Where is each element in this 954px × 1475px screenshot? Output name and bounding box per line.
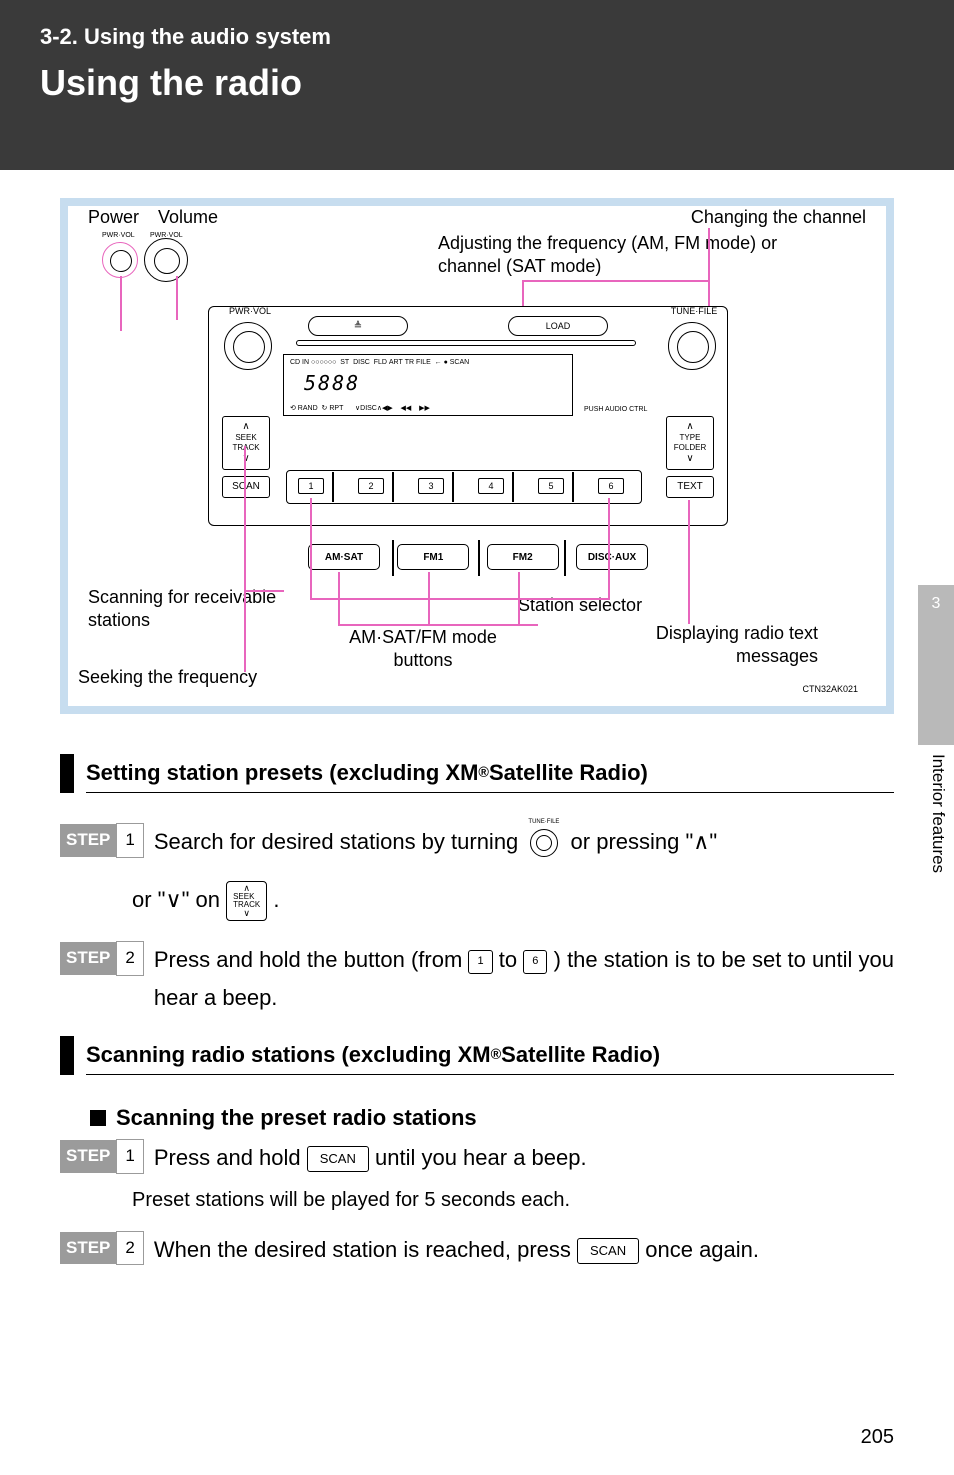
eject-button: ≜ [308, 316, 408, 336]
scan-step-2-tag: STEP2 [60, 1231, 144, 1266]
callout-line [310, 598, 610, 600]
pwr-vol-knob [224, 322, 272, 370]
chapter-side-tab: 3 [918, 585, 954, 745]
main-content: Power Volume Changing the channel Adjust… [0, 170, 954, 1268]
scan-step-2: STEP2 When the desired station is reache… [60, 1231, 894, 1268]
type-folder-button: ∧ TYPE FOLDER ∨ [666, 416, 714, 470]
disc-slot [296, 340, 636, 346]
push-audio-label: PUSH AUDIO CTRL [584, 406, 647, 413]
seek-track-button: ∧ SEEK TRACK ∨ [222, 416, 270, 470]
chapter-side-text: Interior features [928, 754, 948, 873]
tune-knob-icon: TUNE·FILE [524, 825, 564, 861]
tune-file-knob [668, 322, 716, 370]
btn-1-icon: 1 [468, 950, 492, 974]
mode-disc-aux: DISC·AUX [576, 544, 648, 570]
callout-line [310, 498, 312, 598]
pwr-vol-label: PWR·VOL [220, 306, 280, 316]
callout-line [120, 276, 122, 331]
label-am-sat-fm: AM·SAT/FM mode buttons [348, 626, 498, 673]
scan-step-1: STEP1 Press and hold SCAN until you hear… [60, 1139, 894, 1176]
callout-line [176, 276, 178, 320]
callout-line [688, 500, 690, 624]
scan-step-1-note: Preset stations will be played for 5 sec… [60, 1183, 894, 1217]
mode-fm2: FM2 [487, 544, 559, 570]
mini-pwr-label-1: PWR·VOL [102, 232, 135, 239]
callout-line [244, 446, 246, 672]
chapter-number: 3 [932, 595, 941, 613]
callout-line [338, 624, 538, 626]
scan-button-icon: SCAN [577, 1238, 639, 1264]
tune-file-label: TUNE·FILE [664, 306, 724, 316]
square-bullet-icon [90, 1110, 106, 1126]
step-1-tag: STEP1 [60, 823, 144, 858]
preset-step-1: STEP1 Search for desired stations by tur… [60, 823, 894, 861]
num-row-frame [286, 470, 642, 504]
radio-display: CD IN ○○○○○○ ST DISC FLD ART TR FILE ← ●… [283, 354, 573, 416]
sep [392, 540, 394, 576]
label-changing-channel: Changing the channel [691, 206, 866, 229]
callout-line [522, 280, 710, 282]
btn-6-icon: 6 [523, 950, 547, 974]
mini-power-knob [102, 242, 138, 278]
callout-line [244, 590, 284, 592]
step-2-tag: STEP2 [60, 941, 144, 976]
mini-volume-knob [144, 238, 188, 282]
label-adjusting-frequency: Adjusting the frequency (AM, FM mode) or… [438, 232, 798, 279]
sep [478, 540, 480, 576]
scanning-subheading: Scanning the preset radio stations [60, 1105, 894, 1131]
label-scanning: Scanning for receivable stations [88, 586, 278, 633]
label-volume: Volume [158, 206, 218, 229]
radio-diagram: Power Volume Changing the channel Adjust… [68, 206, 886, 706]
page-number: 205 [861, 1426, 894, 1449]
section-presets-heading: Setting station presets (excluding XM® S… [60, 754, 894, 793]
section-number: 3-2. Using the audio system [40, 24, 914, 50]
mode-am-sat: AM·SAT [308, 544, 380, 570]
text-button: TEXT [666, 476, 714, 498]
callout-line [608, 498, 610, 598]
label-display-text: Displaying radio text messages [598, 622, 818, 669]
diagram-code: CTN32AK021 [802, 684, 858, 694]
load-button: LOAD [508, 316, 608, 336]
radio-diagram-frame: Power Volume Changing the channel Adjust… [60, 198, 894, 714]
seek-track-icon: ∧ SEEK TRACK ∨ [226, 881, 267, 921]
mode-fm1: FM1 [397, 544, 469, 570]
section-scanning-heading: Scanning radio stations (excluding XM® S… [60, 1036, 894, 1075]
scan-button: SCAN [222, 476, 270, 498]
mini-pwr-label-2: PWR·VOL [150, 232, 183, 239]
label-seeking: Seeking the frequency [78, 666, 257, 689]
scan-step-1-tag: STEP1 [60, 1139, 144, 1174]
sep [564, 540, 566, 576]
scan-button-icon: SCAN [307, 1146, 369, 1172]
preset-step-2: STEP2 Press and hold the button (from 1 … [60, 941, 894, 1016]
mini-pwr-vol-pair: PWR·VOL PWR·VOL [102, 234, 192, 290]
preset-step-1b: or "∨" on ∧ SEEK TRACK ∨ . [60, 881, 894, 921]
page-header: 3-2. Using the audio system Using the ra… [0, 0, 954, 170]
page-title: Using the radio [40, 62, 914, 104]
label-power: Power [88, 206, 139, 229]
